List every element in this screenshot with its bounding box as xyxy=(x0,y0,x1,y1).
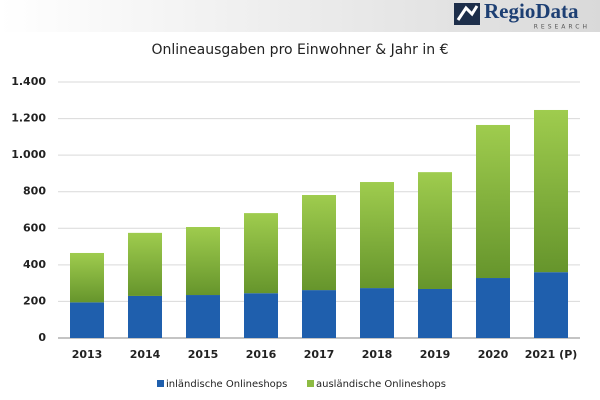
bar-segment xyxy=(360,288,394,338)
bar-segment xyxy=(534,109,568,273)
y-tick-label: 1.400 xyxy=(11,75,46,88)
bar-segment xyxy=(302,290,336,338)
legend-swatch xyxy=(157,380,164,387)
logo-tagline: RESEARCH xyxy=(534,24,590,31)
x-tick-label: 2021 (P) xyxy=(525,348,578,361)
logo-icon-mark xyxy=(456,5,479,21)
bar-segment xyxy=(476,278,510,338)
bar-segment xyxy=(70,252,104,303)
legend-label: inländische Onlineshops xyxy=(166,379,287,390)
y-tick-label: 1.200 xyxy=(11,112,46,125)
bar-segment xyxy=(244,293,278,338)
x-tick-label: 2017 xyxy=(304,348,335,361)
y-tick-label: 600 xyxy=(23,221,46,234)
logo-icon xyxy=(454,3,480,25)
header-band xyxy=(0,0,600,32)
logo-name: RegioData xyxy=(484,0,579,23)
y-tick-label: 400 xyxy=(23,258,46,271)
bar-segment xyxy=(128,295,162,338)
bar-segment xyxy=(128,232,162,296)
chart-title: Onlineausgaben pro Einwohner & Jahr in € xyxy=(151,42,448,58)
bar-segment xyxy=(244,213,278,294)
bar-segment xyxy=(476,124,510,279)
bar-segment xyxy=(302,195,336,291)
x-tick-label: 2016 xyxy=(246,348,277,361)
legend-swatch xyxy=(307,380,314,387)
bar-segment xyxy=(70,302,104,338)
x-tick-label: 2015 xyxy=(188,348,219,361)
bar-segment xyxy=(534,272,568,338)
y-tick-label: 800 xyxy=(23,185,46,198)
x-tick-label: 2013 xyxy=(72,348,103,361)
bar-segment xyxy=(360,182,394,289)
y-tick-label: 200 xyxy=(23,294,46,307)
bar-segment xyxy=(418,288,452,338)
bar-segment xyxy=(418,172,452,289)
bar-segment xyxy=(186,227,220,296)
legend-label: ausländische Onlineshops xyxy=(316,379,446,390)
y-tick-label: 0 xyxy=(38,331,46,344)
x-tick-label: 2018 xyxy=(362,348,393,361)
y-tick-label: 1.000 xyxy=(11,148,46,161)
x-tick-label: 2014 xyxy=(130,348,161,361)
x-tick-label: 2020 xyxy=(478,348,509,361)
bar-segment xyxy=(186,295,220,338)
x-tick-label: 2019 xyxy=(420,348,451,361)
